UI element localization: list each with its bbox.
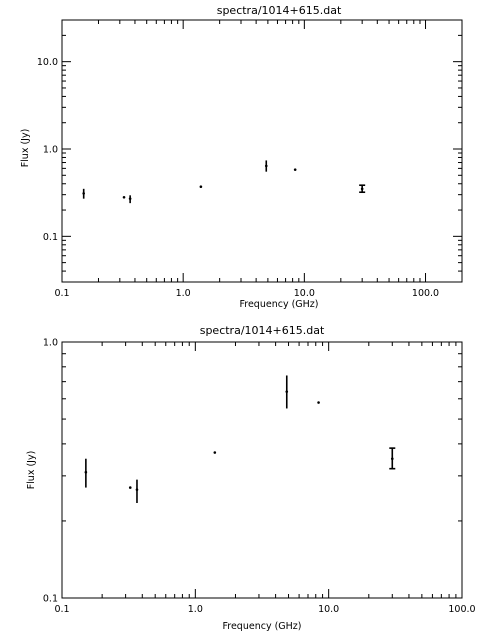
bottom-plot-data-point xyxy=(285,390,289,393)
bottom-plot-x-tick-label: 10.0 xyxy=(318,604,339,615)
top-plot-data-point xyxy=(264,164,268,168)
top-plot-data-point xyxy=(82,192,85,195)
top-plot-data-point xyxy=(199,185,203,189)
bottom-plot-y-axis-label: Flux (Jy) xyxy=(26,451,37,490)
top-plot-x-tick-label: 1.0 xyxy=(176,288,191,299)
top-plot-x-tick-label: 10.0 xyxy=(294,288,315,299)
bottom-plot-data-point xyxy=(213,451,217,454)
bottom-plot-data-point xyxy=(135,488,139,491)
bottom-plot: spectra/1014+615.dat Frequency (GHz) Flu… xyxy=(26,324,476,632)
top-plot-x-tick-label: 0.1 xyxy=(54,288,69,299)
bottom-plot-y-tick-label: 1.0 xyxy=(43,338,58,349)
top-plot: spectra/1014+615.dat Frequency (GHz) Flu… xyxy=(20,4,463,310)
top-plot-data-point xyxy=(293,168,297,171)
top-plot-title: spectra/1014+615.dat xyxy=(217,4,342,17)
top-plot-frame xyxy=(61,19,463,283)
top-plot-y-tick-label: 1.0 xyxy=(43,145,58,156)
bottom-plot-data-point xyxy=(84,470,88,474)
top-plot-x-axis-label: Frequency (GHz) xyxy=(239,299,318,310)
bottom-plot-x-tick-label: 1.0 xyxy=(188,604,203,615)
bottom-plot-x-tick-label: 0.1 xyxy=(54,604,69,615)
top-plot-data-point xyxy=(360,187,364,191)
bottom-plot-x-tick-label: 100.0 xyxy=(448,604,475,615)
bottom-plot-title: spectra/1014+615.dat xyxy=(200,324,325,337)
top-plot-data-point xyxy=(122,195,126,199)
bottom-plot-frame xyxy=(61,341,463,599)
top-plot-data-point xyxy=(128,197,132,200)
bottom-plot-data-point xyxy=(128,486,132,489)
top-plot-y-tick-label: 10.0 xyxy=(37,57,58,68)
bottom-plot-data-point xyxy=(390,457,394,461)
top-plot-y-axis-label: Flux (Jy) xyxy=(20,129,31,168)
top-plot-y-tick-label: 0.1 xyxy=(43,232,58,243)
bottom-plot-y-tick-label: 0.1 xyxy=(43,594,58,605)
bottom-plot-data-point xyxy=(317,401,320,404)
top-plot-x-tick-label: 100.0 xyxy=(412,288,439,299)
bottom-plot-x-axis-label: Frequency (GHz) xyxy=(222,621,301,632)
